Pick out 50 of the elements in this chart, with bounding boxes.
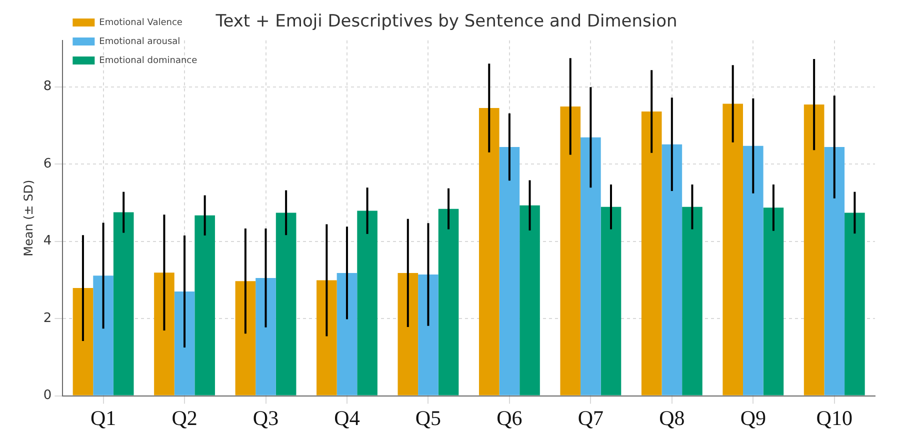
bar xyxy=(682,206,702,396)
bar xyxy=(336,272,358,396)
bar xyxy=(113,212,134,396)
bar xyxy=(824,147,845,396)
bar xyxy=(316,280,337,396)
x-tick-label: Q2 xyxy=(172,406,198,430)
bar xyxy=(722,104,743,396)
legend-label: Emotional Valence xyxy=(99,18,183,28)
chart-title: Text + Emoji Descriptives by Sentence and Dimension xyxy=(214,12,678,32)
x-tick-label: Q3 xyxy=(252,406,279,430)
x-tick-label: Q7 xyxy=(578,406,604,430)
bar xyxy=(398,272,418,396)
bar xyxy=(763,208,784,396)
x-tick-label: Q1 xyxy=(90,406,116,430)
bar xyxy=(357,210,378,396)
bar xyxy=(174,292,195,396)
y-tick-label: 6 xyxy=(43,156,52,172)
bar xyxy=(154,272,174,396)
bar xyxy=(235,281,256,396)
bar xyxy=(520,205,540,396)
bar xyxy=(256,278,276,396)
bar xyxy=(276,212,296,396)
y-axis-title: Mean (± SD) xyxy=(21,180,36,256)
bar xyxy=(499,147,520,396)
bar xyxy=(194,215,215,396)
bar xyxy=(478,108,500,396)
bar xyxy=(560,106,581,396)
y-tick-label: 4 xyxy=(43,234,52,249)
bar xyxy=(662,144,682,396)
y-tick-label: 0 xyxy=(43,388,52,404)
bar xyxy=(93,276,114,396)
y-tick-label: 2 xyxy=(43,310,52,326)
bar xyxy=(641,111,662,396)
x-tick-label: Q5 xyxy=(415,406,442,430)
bar xyxy=(600,206,622,396)
bar xyxy=(580,137,601,396)
x-tick-label: Q10 xyxy=(816,406,852,430)
bar xyxy=(804,104,824,396)
bar xyxy=(742,146,764,396)
x-tick-label: Q8 xyxy=(659,406,685,430)
x-tick-label: Q9 xyxy=(740,406,766,430)
legend-label: Emotional arousal xyxy=(99,36,180,47)
bar xyxy=(418,274,438,396)
legend-label: Emotional dominance xyxy=(99,56,198,66)
bar xyxy=(438,208,459,396)
x-tick-label: Q4 xyxy=(334,406,360,430)
bar xyxy=(844,212,865,396)
y-tick-label: 8 xyxy=(43,79,52,94)
bar xyxy=(72,288,94,396)
x-tick-label: Q6 xyxy=(496,406,522,430)
